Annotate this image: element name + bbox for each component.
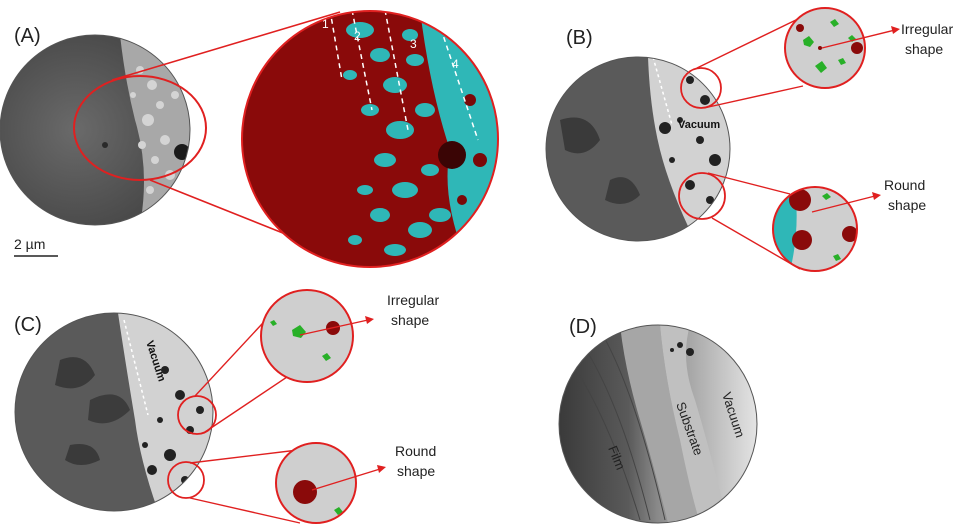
panel-c-inset-top: [261, 290, 353, 382]
panel-c-outline: [14, 312, 214, 512]
panel-c-inset-bottom: [276, 443, 356, 523]
panel-b-letter: (B): [566, 27, 593, 49]
panel-b-callout-top-line2: shape: [905, 41, 943, 57]
panel-b-micrograph: [546, 57, 730, 241]
panel-c-callout-bottom-line2: shape: [397, 463, 435, 479]
panel-b-callout-bottom-line1: Round: [884, 177, 925, 193]
panel-c-arrow-top: [299, 319, 369, 336]
panel-b-selection-top: [680, 67, 722, 109]
panel-a-selection: [73, 75, 207, 181]
scale-bar-label: 2 µm: [14, 236, 45, 252]
panel-a-micrograph: [0, 35, 190, 225]
panel-c-letter: (C): [14, 314, 42, 336]
panel-b-inset-bottom-outline: [772, 186, 858, 272]
panel-b-outline: [545, 56, 731, 242]
panel-d-letter: (D): [569, 316, 597, 338]
panel-b-arrow-top: [821, 29, 896, 49]
zone-label-3: 3: [410, 37, 417, 51]
panel-a-zoom-outline: [241, 10, 499, 268]
panel-c-selection-bottom: [167, 461, 205, 499]
panel-b-callout-bottom-line2: shape: [888, 197, 926, 213]
panel-c-selection-top: [177, 395, 217, 435]
panel-b-arrow-bottom: [811, 195, 876, 213]
zone-label-1: 1: [322, 17, 329, 31]
zone-label-4: 4: [452, 57, 459, 71]
panel-d-micrograph: [559, 325, 757, 523]
panel-a-letter: (A): [14, 25, 41, 47]
zone-label-2: 2: [354, 29, 361, 43]
panel-c-callout-top-line1: Irregular: [387, 292, 439, 308]
panel-c-callout-bottom-line1: Round: [395, 443, 436, 459]
panel-a-zoom-line-top: [111, 11, 341, 81]
panel-d-outline: [558, 324, 758, 524]
panel-b-callout-top-line1: Irregular: [901, 21, 953, 37]
panel-b-selection-bottom: [678, 172, 726, 220]
panel-c-inset-bottom-outline: [275, 442, 357, 524]
panel-c-micrograph: [15, 313, 213, 511]
panel-a-outline: [0, 34, 191, 226]
panel-c-inset-top-outline: [260, 289, 354, 383]
panel-b-vacuum-label: Vacuum: [678, 119, 720, 131]
panel-b-inset-top: [785, 8, 865, 88]
panel-c-arrow-bottom: [311, 468, 381, 491]
panel-b-inset-top-outline: [784, 7, 866, 89]
panel-c-callout-top-line2: shape: [391, 312, 429, 328]
